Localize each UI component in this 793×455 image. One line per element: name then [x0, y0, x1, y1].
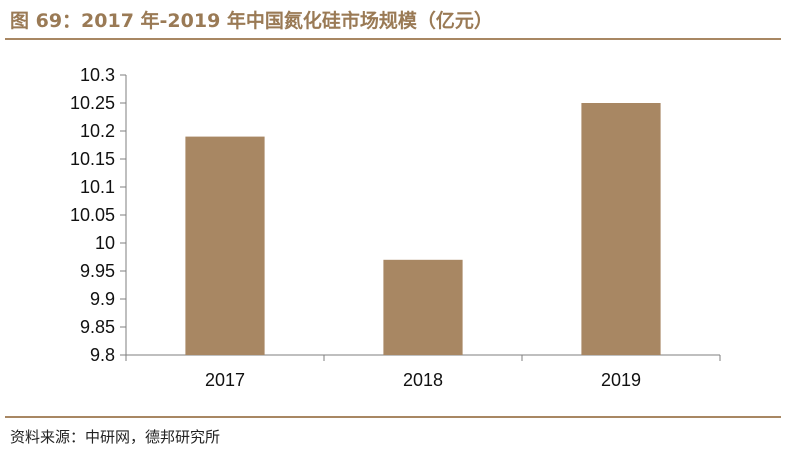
y-tick-label: 10	[95, 233, 115, 253]
x-tick-label: 2017	[205, 370, 245, 390]
figure-title: 图 69：2017 年-2019 年中国氮化硅市场规模（亿元）	[10, 10, 493, 32]
source-divider	[5, 416, 781, 418]
y-tick-label: 10.15	[70, 149, 115, 169]
bar-2017	[185, 136, 265, 355]
bar-2018	[383, 259, 463, 355]
y-tick-label: 10.1	[80, 177, 115, 197]
bar-chart: 9.8 9.85 9.9 9.95 10 10.05 10.1 10.15 10.2 10.25 1…	[70, 65, 721, 390]
y-tick-label: 10.3	[80, 65, 115, 85]
x-tick-label: 2018	[403, 370, 443, 390]
bar-2019	[581, 103, 661, 355]
source-note: 资料来源：中研网，德邦研究所	[10, 428, 221, 446]
y-tick-label: 9.9	[90, 289, 115, 309]
y-tick-label: 9.95	[80, 261, 115, 281]
title-divider	[5, 38, 781, 40]
y-tick-label: 10.25	[70, 93, 115, 113]
x-axis: 2017 2018 2019	[125, 354, 721, 390]
x-tick-label: 2019	[601, 370, 641, 390]
y-tick-label: 9.8	[90, 345, 115, 365]
y-tick-label: 9.85	[80, 317, 115, 337]
bar-series	[185, 103, 661, 355]
y-tick-label: 10.2	[80, 121, 115, 141]
y-axis: 9.8 9.85 9.9 9.95 10 10.05 10.1 10.15 10.2 10.25 1…	[70, 65, 127, 365]
y-tick-label: 10.05	[70, 205, 115, 225]
